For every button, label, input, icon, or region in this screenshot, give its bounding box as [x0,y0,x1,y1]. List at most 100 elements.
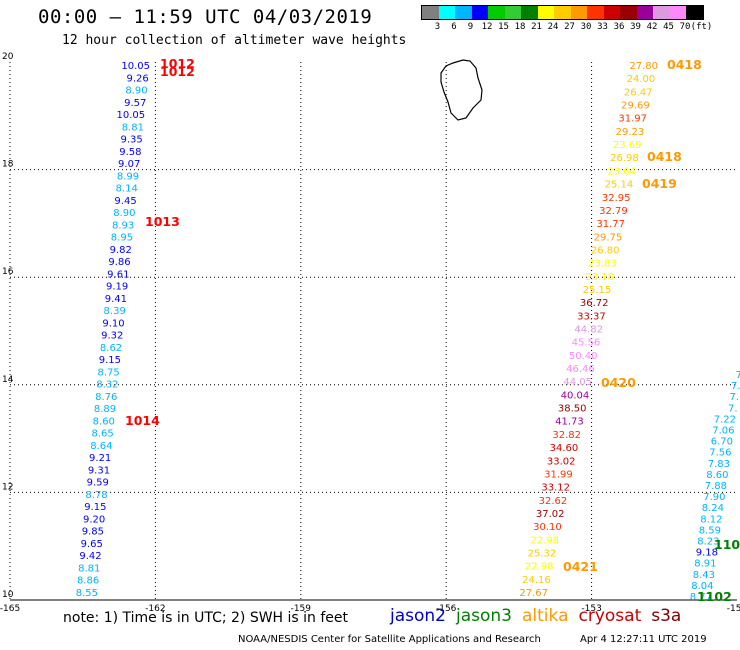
grid-lines [10,62,737,600]
east-track-value: 9.18 [696,548,718,559]
right-track-value: 23.64 [607,166,636,177]
right-track-value: 32.62 [539,496,568,507]
left-track-value: 8.39 [104,306,126,317]
left-track-value: 9.45 [114,196,136,207]
lon-tick-label: -162 [145,604,165,614]
legend-swatch [422,6,439,19]
right-track-value: 33.02 [547,456,576,467]
left-track-value: 9.19 [106,282,128,293]
right-track-value: 25.15 [583,285,612,296]
left-track-value: 9.59 [87,478,109,489]
left-track-value: 9.20 [83,514,105,525]
lat-tick-label: 10 [2,590,14,600]
right-track-value: 46.46 [566,364,595,375]
right-track-value: 24.16 [522,575,551,586]
track-time-label: 0419 [642,176,677,191]
right-track-value: 26.47 [624,87,653,98]
legend-swatch [554,6,571,19]
right-track-value: 23.83 [588,259,617,270]
legend-swatch [521,6,538,19]
track-time-label: 1102 [697,589,732,604]
legend-label: 18 [514,22,526,32]
right-track-value: 40.04 [561,390,590,401]
right-track-value: 25.14 [605,180,634,191]
lat-tick-label: 14 [2,375,14,385]
legend-label: 21 [531,22,542,32]
legend-label: 6 [451,22,457,32]
east-track-value: 7. [731,381,740,392]
right-track-value: 27.80 [629,61,658,72]
east-track-value: 8.12 [700,514,722,525]
satellite-name: jason3 [456,606,512,626]
right-track-value: 38.50 [558,404,587,415]
right-track-value: 29.75 [594,232,623,243]
satellite-name: s3a [651,606,682,626]
left-track-value: 8.14 [116,184,138,195]
legend-label: 30 [580,22,592,32]
left-track-value: 8.90 [113,208,135,219]
track-time-label: 0421 [563,559,598,574]
east-track-value: 7 [736,370,740,381]
lon-tick-label: -159 [291,604,312,614]
left-track-value: 8.64 [90,441,112,452]
right-track-value: 33.12 [541,483,570,494]
map-subtitle: 12 hour collection of altimeter wave hei… [62,33,407,48]
track-time-label: 0418 [667,57,702,72]
altimeter-tracks: 10.059.268.909.5710.058.819.359.589.078.… [76,56,740,604]
left-track-value: 10.05 [117,110,146,121]
east-track-value: 7.06 [712,426,734,437]
left-track-value: 8.75 [98,367,120,378]
legend-labels: 3 6 9 12 15 18 21 24 27 30 33 36 39 42 45 70 (ft) [421,20,713,32]
left-track-value: 9.82 [110,245,132,256]
legend-label: 3 [434,22,441,32]
left-track-value: 9.85 [82,527,104,538]
left-track-value: 8.90 [125,86,147,97]
east-track-value: 8.23 [697,537,719,548]
left-track-value: 8.65 [91,429,113,440]
track-time-label: 1012 [160,56,195,71]
legend-swatch [669,6,686,19]
east-track-value: 7.56 [709,448,731,459]
left-track-value: 8.78 [85,490,107,501]
right-track-value: 36.72 [580,298,609,309]
satellite-legend: jason2 jason3 altika cryosat s3a [390,606,691,626]
left-track-value: 9.21 [89,453,111,464]
axis-ticks: -165 -162 -159 -156 -153 -150 20 18 16 14 12 10 [0,52,740,614]
left-track-value: 9.57 [124,98,146,109]
track-time-label: 1013 [145,214,180,229]
left-track-value: 9.61 [107,269,129,280]
left-track-value: 8.93 [112,220,134,231]
east-track-value: 8.91 [694,559,716,570]
east-track-value: 8.77 [690,592,712,603]
left-track-value: 8.60 [93,416,115,427]
east-track-value: 7.22 [714,414,736,425]
right-track-value: 44.05 [563,377,592,388]
east-track-value: 7.88 [705,481,727,492]
lon-tick-label: -153 [581,604,601,614]
right-track-value: 29.23 [616,127,645,138]
legend-label: 15 [498,22,509,32]
right-track-value: 32.82 [552,430,581,441]
right-track-value: 44.82 [574,325,603,336]
right-track-value: 41.73 [555,417,584,428]
left-track-value: 9.26 [127,73,149,84]
legend-label: 70 [679,22,691,32]
left-track-value: 10.05 [121,61,150,72]
right-track-value: 32.95 [602,193,631,204]
track-time-label: 1014 [125,413,160,428]
left-track-value: 9.86 [108,257,130,268]
legend-label: 9 [467,22,474,32]
hawaii-island-coastline [440,59,483,121]
satellite-name: jason2 [390,606,446,626]
lat-tick-label: 16 [2,267,14,277]
right-track-value: 22.98 [530,535,559,546]
left-track-value: 8.32 [96,380,118,391]
satellite-name: cryosat [578,606,642,626]
right-track-value: 30.10 [533,522,562,533]
legend-swatch [504,6,521,19]
east-track-value: 7. [728,403,738,414]
right-track-value: 33.37 [577,311,606,322]
legend-swatch [686,6,703,19]
left-track-value: 8.99 [117,171,139,182]
right-track-value: 29.69 [621,101,650,112]
